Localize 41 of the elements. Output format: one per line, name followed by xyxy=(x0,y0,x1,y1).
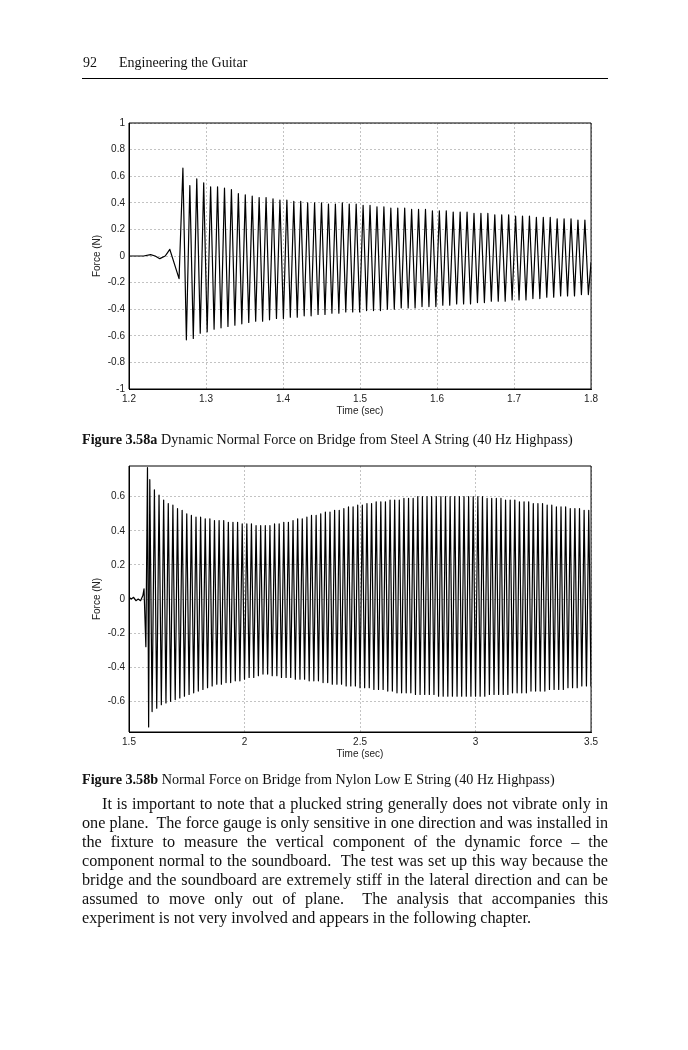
text: It is important to note that a plucked string generally does not vibrate only in one plane. The force gauge is only sensitive in one direction and was installed in the fixture to measure the vertical component of the dynamic force – the component normal to the soundboard. The test was set up this way because the bridge and the soundboard are extremely stiff in the lateral direction and can be assumed to move only out of plane. The analysis that accompanies this experiment is not very involved and appears in the following chapter. xyxy=(82,795,608,928)
y-tick-label: 1 xyxy=(119,116,126,128)
x-tick-label: 1.5 xyxy=(122,735,137,747)
y-tick-label: -0.4 xyxy=(107,302,126,314)
y-tick-label: 0 xyxy=(119,592,126,604)
text: Figure 3.58a xyxy=(82,430,158,447)
x-tick-label: 1.4 xyxy=(276,392,291,404)
x-axis-title: Time (sec) xyxy=(336,747,384,759)
x-tick-label: 3.5 xyxy=(584,735,599,747)
y-tick-label: -1 xyxy=(116,382,126,394)
x-tick-label: 1.3 xyxy=(199,392,214,404)
y-tick-label: 0.2 xyxy=(111,222,126,234)
y-tick-label: -0.2 xyxy=(107,275,126,287)
x-tick-label: 1.7 xyxy=(507,392,522,404)
x-tick-label: 2 xyxy=(241,735,248,747)
text: 92 xyxy=(83,54,97,72)
text: Dynamic Normal Force on Bridge from Steel A String (40 Hz Highpass) xyxy=(160,430,573,447)
x-tick-label: 1.5 xyxy=(353,392,368,404)
text: Engineering the Guitar xyxy=(119,54,248,72)
y-tick-label: -0.6 xyxy=(107,695,126,707)
y-tick-label: 0.8 xyxy=(111,142,126,154)
y-tick-label: 0 xyxy=(119,249,126,261)
x-tick-label: 1.6 xyxy=(430,392,445,404)
y-tick-label: 0.6 xyxy=(111,169,126,181)
y-tick-label: -0.2 xyxy=(107,626,126,638)
y-tick-label: 0.4 xyxy=(111,196,126,208)
x-tick-label: 1.8 xyxy=(584,392,599,404)
y-tick-label: -0.6 xyxy=(107,329,126,341)
x-tick-label: 3 xyxy=(472,735,479,747)
y-tick-label: -0.4 xyxy=(107,660,126,672)
y-axis-title: Force (N) xyxy=(90,577,102,621)
x-axis-title: Time (sec) xyxy=(336,404,384,416)
x-tick-label: 1.2 xyxy=(122,392,137,404)
y-tick-label: 0.4 xyxy=(111,524,126,536)
y-tick-label: -0.8 xyxy=(107,355,126,367)
y-tick-label: 0.6 xyxy=(111,490,126,502)
text: Figure 3.58b xyxy=(82,771,159,787)
y-axis-title: Force (N) xyxy=(90,234,102,277)
text: Normal Force on Bridge from Nylon Low E String (40 Hz Highpass) xyxy=(161,771,555,787)
y-tick-label: 0.2 xyxy=(111,558,126,570)
x-tick-label: 2.5 xyxy=(353,735,368,747)
